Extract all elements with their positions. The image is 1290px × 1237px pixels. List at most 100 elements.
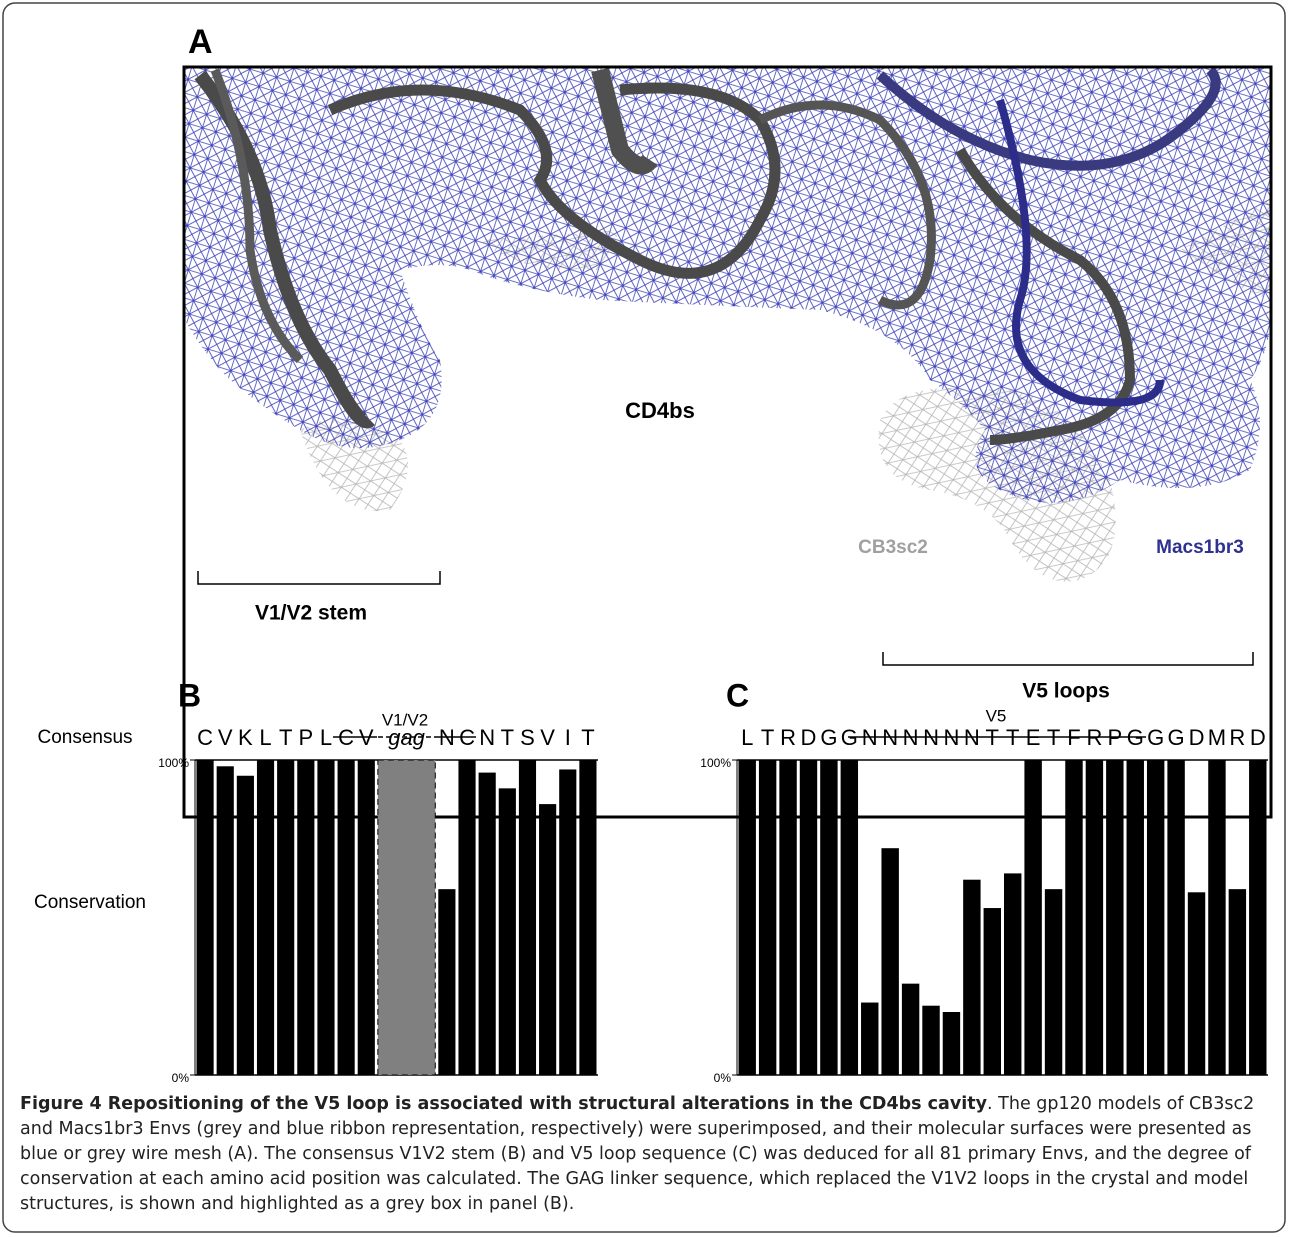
consensus-letter: E bbox=[1026, 725, 1041, 750]
bar bbox=[1045, 889, 1062, 1075]
consensus-letter: L bbox=[741, 725, 753, 750]
bar bbox=[739, 760, 756, 1075]
y-tick-label: 100% bbox=[700, 756, 731, 770]
bar bbox=[257, 760, 274, 1075]
y-tick-label: 100% bbox=[158, 756, 189, 770]
panel-letter: C bbox=[726, 677, 749, 713]
bar bbox=[800, 760, 817, 1075]
v5-loops-label: V5 loops bbox=[1022, 680, 1110, 703]
consensus-letter: T bbox=[279, 725, 292, 750]
bar bbox=[217, 766, 234, 1075]
bar bbox=[539, 804, 556, 1075]
consensus-letter: V bbox=[359, 725, 374, 750]
bar bbox=[922, 1006, 939, 1075]
consensus-letter: D bbox=[1250, 725, 1266, 750]
consensus-letter: N bbox=[882, 725, 898, 750]
panel-letter: A bbox=[188, 23, 213, 61]
bar bbox=[1147, 760, 1164, 1075]
caption-title: Figure 4 Repositioning of the V5 loop is… bbox=[20, 1094, 987, 1114]
bar bbox=[317, 760, 334, 1075]
bar bbox=[1249, 760, 1266, 1075]
bar bbox=[197, 760, 214, 1075]
consensus-letter: G bbox=[1168, 725, 1185, 750]
consensus-letter: C bbox=[197, 725, 213, 750]
row-label: Consensus bbox=[37, 727, 132, 748]
consensus-letter: N bbox=[903, 725, 919, 750]
consensus-letter: R bbox=[1086, 725, 1102, 750]
bar bbox=[378, 760, 435, 1075]
consensus-letter: R bbox=[1229, 725, 1245, 750]
caption: Figure 4 Repositioning of the V5 loop is… bbox=[20, 1092, 1275, 1217]
consensus-letter: G bbox=[1147, 725, 1164, 750]
bar bbox=[861, 1003, 878, 1075]
bar bbox=[237, 776, 254, 1075]
consensus-letter: I bbox=[565, 725, 571, 750]
cd4bs-label: CD4bs bbox=[625, 398, 695, 423]
consensus-letter: N bbox=[479, 725, 495, 750]
bar bbox=[820, 760, 837, 1075]
consensus-letter: M bbox=[1208, 725, 1226, 750]
bar bbox=[438, 889, 455, 1075]
bar bbox=[1229, 889, 1246, 1075]
bar bbox=[759, 760, 776, 1075]
bar bbox=[479, 773, 496, 1075]
figure-graphic: A CD4bs CB3sc2 Macs1br3 V1/V2 stem V5 lo… bbox=[0, 0, 1290, 1237]
bar bbox=[881, 848, 898, 1075]
consensus-letter: N bbox=[439, 725, 455, 750]
consensus-letter: T bbox=[581, 725, 594, 750]
bar bbox=[358, 760, 375, 1075]
bar bbox=[277, 760, 294, 1075]
consensus-letter: G bbox=[820, 725, 837, 750]
bar bbox=[902, 984, 919, 1075]
consensus-letter: D bbox=[801, 725, 817, 750]
consensus-letter: V bbox=[540, 725, 555, 750]
molecular-render bbox=[185, 68, 1270, 582]
consensus-letter: P bbox=[1107, 725, 1122, 750]
bar bbox=[559, 769, 576, 1075]
consensus-letter: P bbox=[298, 725, 313, 750]
consensus-letter: T bbox=[1047, 725, 1060, 750]
consensus-letter: C bbox=[459, 725, 475, 750]
figure: A CD4bs CB3sc2 Macs1br3 V1/V2 stem V5 lo… bbox=[0, 0, 1290, 1237]
bar bbox=[499, 788, 516, 1075]
bar bbox=[779, 760, 796, 1075]
consensus-letter: F bbox=[1067, 725, 1080, 750]
consensus-letter: N bbox=[923, 725, 939, 750]
consensus-letter: T bbox=[501, 725, 514, 750]
macs1br3-label: Macs1br3 bbox=[1156, 537, 1244, 558]
bar bbox=[579, 760, 596, 1075]
y-tick-label: 0% bbox=[172, 1071, 190, 1085]
bar bbox=[1086, 760, 1103, 1075]
bar bbox=[943, 1012, 960, 1075]
consensus-letter: N bbox=[862, 725, 878, 750]
bar bbox=[1208, 760, 1225, 1075]
bar bbox=[458, 760, 475, 1075]
consensus-letter: T bbox=[986, 725, 999, 750]
bar bbox=[963, 880, 980, 1075]
consensus-letter: L bbox=[259, 725, 271, 750]
bar bbox=[1065, 760, 1082, 1075]
consensus-letter: K bbox=[238, 725, 253, 750]
consensus-letter: N bbox=[964, 725, 980, 750]
cb3sc2-label: CB3sc2 bbox=[858, 537, 928, 558]
v1v2-bracket bbox=[198, 571, 440, 584]
consensus-letter: C bbox=[338, 725, 354, 750]
consensus-letter: S bbox=[520, 725, 535, 750]
consensus-letter: T bbox=[1006, 725, 1019, 750]
consensus-letter: G bbox=[841, 725, 858, 750]
bar bbox=[1004, 873, 1021, 1075]
consensus-letter: R bbox=[780, 725, 796, 750]
bar bbox=[1188, 892, 1205, 1075]
bar bbox=[1024, 760, 1041, 1075]
consensus-letter: L bbox=[320, 725, 332, 750]
bar bbox=[1106, 760, 1123, 1075]
consensus-letter: N bbox=[943, 725, 959, 750]
consensus-letter: gag bbox=[388, 725, 425, 750]
region-label: V5 bbox=[986, 706, 1007, 725]
bar bbox=[1127, 760, 1144, 1075]
consensus-letter: D bbox=[1189, 725, 1205, 750]
consensus-letter: T bbox=[761, 725, 774, 750]
bar bbox=[1167, 760, 1184, 1075]
consensus-letter: G bbox=[1127, 725, 1144, 750]
bar bbox=[841, 760, 858, 1075]
